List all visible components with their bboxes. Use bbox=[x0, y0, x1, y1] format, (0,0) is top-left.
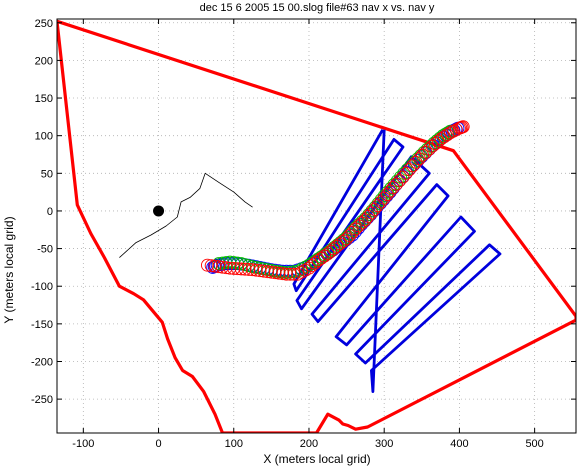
track-red-marker bbox=[314, 251, 328, 265]
plot-area bbox=[57, 19, 576, 433]
y-tick-label: -100 bbox=[31, 281, 53, 293]
y-tick-label: 100 bbox=[35, 131, 53, 143]
track-red-marker bbox=[393, 174, 407, 188]
track-red-marker bbox=[276, 267, 290, 281]
data-series bbox=[57, 19, 576, 433]
track-red-marker bbox=[390, 177, 403, 191]
track-red-marker bbox=[396, 170, 410, 184]
track-red-marker bbox=[330, 239, 344, 253]
chart-title: dec 15 6 2005 15 00.slog file#63 nav x v… bbox=[200, 2, 435, 14]
plot-frame bbox=[56, 18, 577, 434]
track-red-marker bbox=[234, 262, 248, 276]
track-red-marker bbox=[219, 261, 233, 275]
track-red-marker bbox=[231, 262, 244, 276]
track-red-marker bbox=[216, 260, 229, 274]
track-red-marker bbox=[403, 163, 416, 176]
series-group bbox=[57, 19, 576, 433]
y-axis-label: Y (meters local grid) bbox=[2, 216, 16, 323]
track-green-marker bbox=[212, 257, 226, 271]
y-tick-label: 200 bbox=[35, 55, 53, 67]
track-red-marker bbox=[268, 266, 282, 280]
y-tick-label: 50 bbox=[41, 168, 53, 180]
track-red-marker bbox=[200, 258, 214, 272]
track-red-marker bbox=[249, 263, 263, 277]
track-red-marker bbox=[456, 120, 470, 134]
track-red-marker bbox=[367, 202, 381, 216]
track-red-marker bbox=[223, 261, 237, 275]
track-red-marker bbox=[291, 267, 305, 281]
track-red-marker bbox=[257, 264, 271, 278]
y-tick-label: 150 bbox=[35, 93, 53, 105]
axis-ticks: -100 0 100 200 300 400 500250200150100500-50-1… bbox=[31, 18, 576, 450]
track-red-marker bbox=[208, 259, 222, 273]
x-tick-label: 500 bbox=[525, 438, 543, 450]
y-tick-label: -250 bbox=[31, 394, 53, 406]
y-tick-label: 250 bbox=[35, 18, 53, 30]
reference-point-marker bbox=[153, 205, 165, 217]
track-red-marker bbox=[261, 265, 275, 279]
y-tick-label: 0 bbox=[47, 206, 53, 218]
y-tick-label: -200 bbox=[31, 356, 53, 368]
track-red-marker bbox=[246, 263, 260, 277]
boundary-line bbox=[57, 19, 576, 433]
track-red-marker bbox=[409, 155, 423, 169]
track-red-marker bbox=[242, 262, 256, 276]
track-red-marker bbox=[212, 260, 226, 274]
x-tick-label: -100 bbox=[72, 438, 94, 450]
y-tick-label: -50 bbox=[37, 244, 53, 256]
track-red-marker bbox=[371, 199, 385, 213]
x-tick-label: 100 bbox=[225, 438, 243, 450]
track-red-marker bbox=[287, 267, 301, 281]
y-tick-label: -150 bbox=[31, 319, 53, 331]
track-red-marker bbox=[238, 262, 252, 276]
track-red-marker bbox=[279, 267, 293, 281]
x-tick-label: 400 bbox=[450, 438, 468, 450]
track-red-marker bbox=[333, 237, 347, 251]
track-red-marker bbox=[412, 152, 426, 166]
track-red-marker bbox=[443, 126, 457, 140]
nav-trace-line bbox=[119, 172, 253, 258]
track-red-marker bbox=[272, 266, 286, 280]
x-tick-label: 300 bbox=[375, 438, 393, 450]
track-red-marker bbox=[406, 159, 420, 173]
track-red-marker bbox=[298, 263, 312, 277]
track-red-marker bbox=[295, 265, 308, 279]
track-red-marker bbox=[204, 259, 218, 273]
track-red-marker bbox=[399, 166, 413, 180]
x-axis-label: X (meters local grid) bbox=[263, 452, 370, 466]
track-red-marker bbox=[311, 254, 325, 268]
survey-lines-line bbox=[292, 129, 502, 394]
track-red-marker bbox=[227, 261, 241, 275]
x-tick-label: 200 bbox=[300, 438, 318, 450]
track-red-marker bbox=[264, 265, 278, 279]
gridlines bbox=[57, 19, 576, 433]
track-red-marker bbox=[386, 181, 400, 195]
track-red-marker bbox=[253, 264, 267, 278]
x-tick-label: 0 bbox=[155, 438, 161, 450]
